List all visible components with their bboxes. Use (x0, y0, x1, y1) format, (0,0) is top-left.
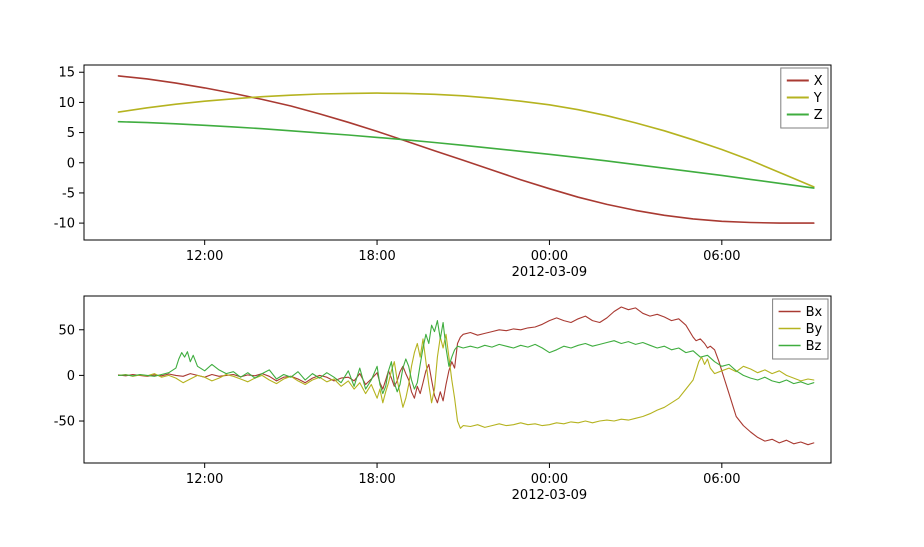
x-tick-label: 06:00 (703, 472, 740, 487)
x-tick-label: 18:00 (358, 472, 395, 487)
plot-frame (83, 295, 832, 464)
y-tick-label: 50 (58, 323, 75, 338)
legend-label-Z: Z (814, 108, 823, 123)
legend-label-Y: Y (813, 91, 822, 106)
legend: XYZ (780, 67, 829, 129)
y-tick-label: 10 (58, 96, 75, 111)
y-tick-label: 5 (67, 126, 75, 141)
series-line-X (117, 75, 815, 224)
series-line-By (117, 333, 815, 429)
top-chart: 15 10 5 0 -5 -10 12:00 18:00 00:00 06:00 2012-03-0… (54, 64, 832, 280)
y-tick-label: -5 (62, 186, 75, 201)
series-line-Bx (117, 306, 815, 446)
legend-label-Bx: Bx (806, 305, 823, 320)
y-tick-label: 0 (67, 369, 75, 384)
bottom-chart: 50 0 -50 12:00 18:00 00:00 06:00 2012-03-09 Bx By… (54, 295, 832, 503)
plot-frame (83, 64, 832, 241)
x-tick-label: 00:00 (531, 472, 568, 487)
y-tick-label: -10 (54, 217, 75, 232)
x-tick-label: 12:00 (186, 472, 223, 487)
legend-label-By: By (806, 322, 823, 337)
x-axis-date-label: 2012-03-09 (512, 265, 588, 280)
x-tick-label: 12:00 (186, 249, 223, 264)
x-tick-label: 06:00 (703, 249, 740, 264)
y-tick-label: -50 (54, 415, 75, 430)
x-tick-label: 18:00 (358, 249, 395, 264)
x-tick-label: 00:00 (531, 249, 568, 264)
series-line-Y (117, 92, 815, 188)
y-tick-label: 15 (58, 66, 75, 81)
series-line-Bz (117, 320, 815, 395)
x-axis-date-label: 2012-03-09 (512, 488, 588, 503)
y-tick-label: 0 (67, 156, 75, 171)
legend-label-X: X (814, 74, 823, 89)
legend-label-Bz: Bz (806, 339, 822, 354)
legend: Bx By Bz (772, 298, 829, 360)
series-line-Z (117, 120, 815, 189)
